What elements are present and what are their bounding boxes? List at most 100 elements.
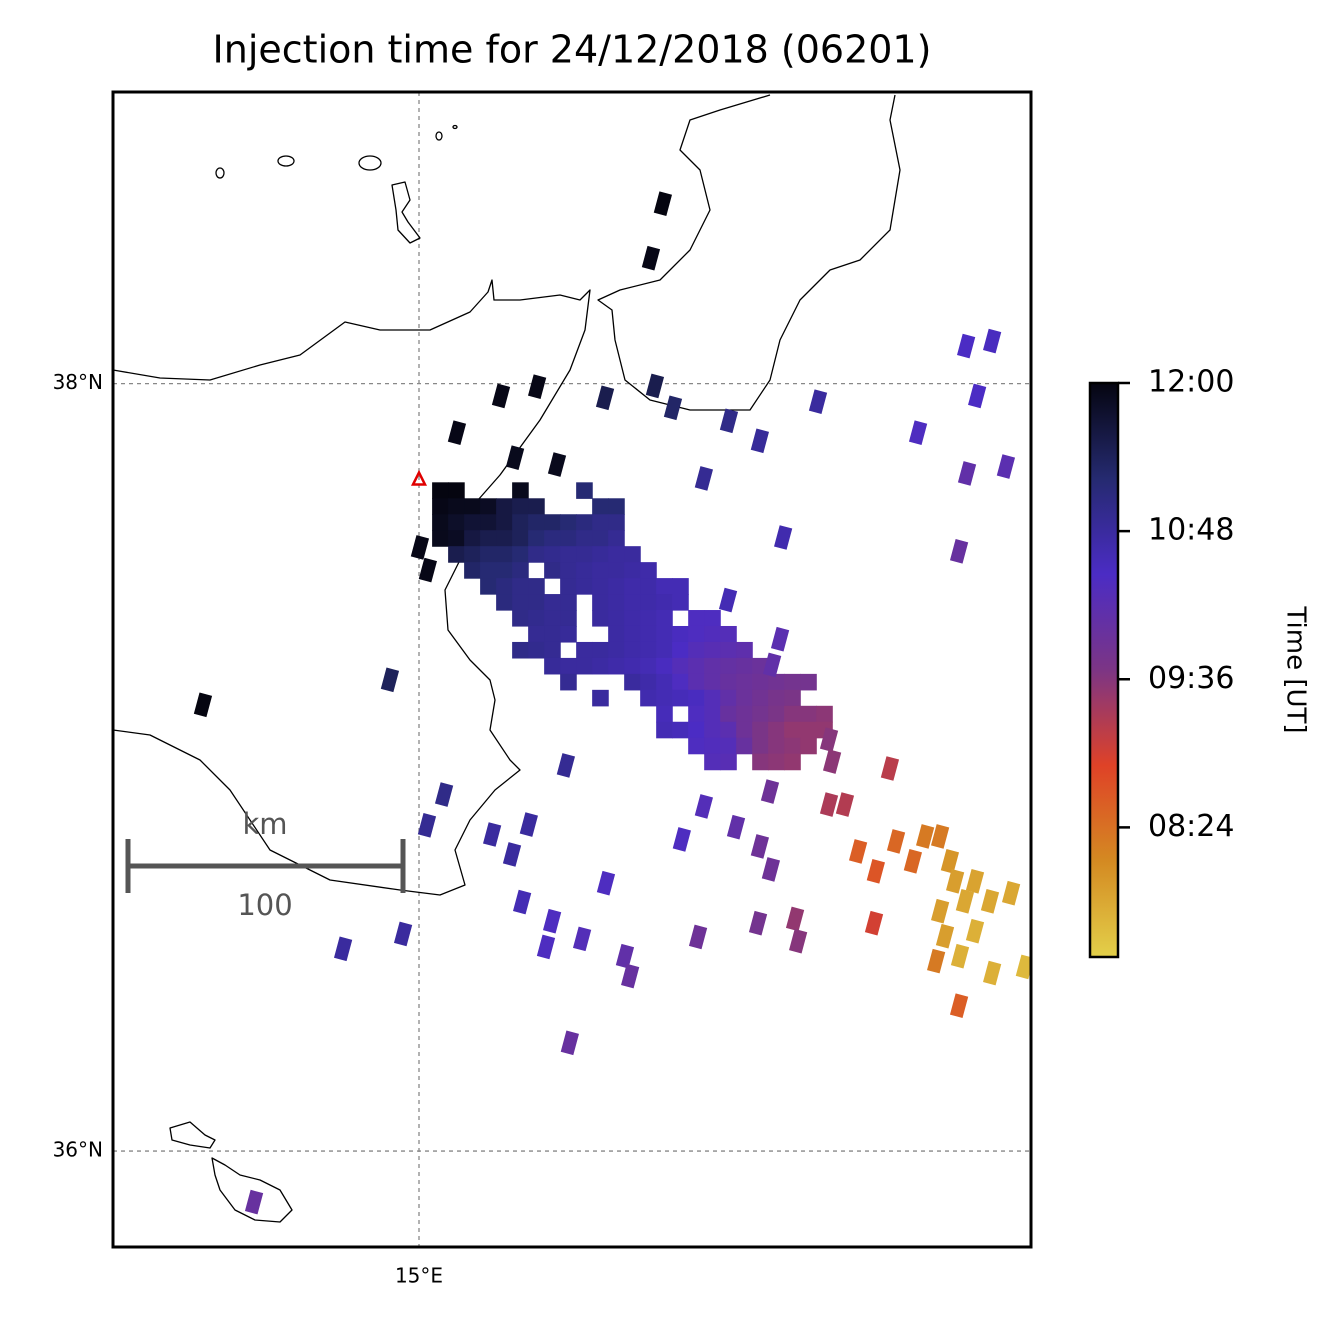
grid-cell xyxy=(544,546,561,563)
grid-cell xyxy=(496,562,513,579)
grid-cell xyxy=(528,578,545,595)
grid-cell xyxy=(480,578,497,595)
cell xyxy=(940,849,960,874)
grid-cell xyxy=(544,530,561,547)
cell xyxy=(718,587,738,613)
grid-cell xyxy=(560,530,577,547)
grid-cell xyxy=(576,530,593,547)
cell xyxy=(866,859,885,884)
cell xyxy=(688,924,708,950)
grid-cell xyxy=(704,673,721,691)
grid-cell xyxy=(784,689,801,707)
grid-cell xyxy=(720,673,737,691)
grid-cell xyxy=(672,657,689,675)
grid-cell xyxy=(688,721,705,739)
grid-cell xyxy=(800,721,817,739)
grid-cell xyxy=(624,546,641,563)
grid-cell xyxy=(688,657,705,675)
grid-cell xyxy=(528,514,545,531)
grid-cell xyxy=(512,530,529,547)
cell-layer xyxy=(193,191,1031,1215)
grid-cell xyxy=(768,689,785,707)
grid-cell xyxy=(784,705,801,723)
cell xyxy=(483,822,502,847)
grid-cell xyxy=(512,562,529,579)
cell xyxy=(244,1189,264,1215)
cell xyxy=(726,814,746,840)
grid-cell xyxy=(608,625,625,643)
grid-cell xyxy=(544,641,561,659)
cell xyxy=(930,898,950,924)
cell xyxy=(694,794,714,819)
grid-cell xyxy=(640,641,657,659)
grid-cell xyxy=(720,753,737,771)
grid-layer xyxy=(113,92,1031,1247)
cell xyxy=(762,652,782,678)
source-marker xyxy=(410,469,428,486)
grid-cell xyxy=(592,578,609,595)
grid-cell xyxy=(592,530,609,547)
cell xyxy=(556,753,576,778)
cell xyxy=(645,373,665,399)
y-tick-label: 38°N xyxy=(53,370,103,394)
grid-cell xyxy=(608,530,625,547)
cell xyxy=(965,869,985,894)
grid-cell xyxy=(656,721,673,739)
grid-cell xyxy=(544,610,561,627)
grid-cell xyxy=(560,578,577,595)
grid-cell xyxy=(480,546,497,563)
grid-cell xyxy=(752,705,769,723)
grid-cell xyxy=(736,721,753,739)
cell xyxy=(694,466,714,491)
cell xyxy=(750,428,770,454)
cell xyxy=(572,926,592,952)
grid-cell xyxy=(736,673,753,691)
island xyxy=(358,155,382,171)
grid-cell xyxy=(592,641,609,659)
cell xyxy=(957,461,977,486)
grid-cell xyxy=(480,498,497,515)
grid-cell xyxy=(640,610,657,627)
grid-cell xyxy=(512,594,529,611)
cell xyxy=(864,910,884,936)
grid-cell xyxy=(768,673,785,691)
grid-cell xyxy=(640,562,657,579)
grid-cell xyxy=(640,625,657,643)
grid-cell xyxy=(704,610,721,627)
grid-cell xyxy=(672,721,689,739)
grid-cell xyxy=(544,657,561,675)
cell xyxy=(983,960,1002,986)
grid-cell xyxy=(784,721,801,739)
grid-cell xyxy=(736,657,753,675)
grid-cell xyxy=(528,625,545,643)
grid-cell xyxy=(592,594,609,611)
grid-cell xyxy=(528,641,545,659)
island xyxy=(215,167,225,179)
cell xyxy=(957,333,976,359)
cell xyxy=(512,889,532,915)
grid-cell xyxy=(624,657,641,675)
cell xyxy=(980,888,1000,914)
cell xyxy=(519,812,538,837)
grid-cell xyxy=(608,514,625,531)
cell xyxy=(547,452,567,477)
cell xyxy=(663,395,683,421)
grid-cell xyxy=(496,498,513,515)
grid-cell xyxy=(560,546,577,563)
grid-cell xyxy=(656,657,673,675)
cell xyxy=(560,1030,579,1056)
cell xyxy=(983,328,1002,354)
grid-cell xyxy=(736,689,753,707)
grid-cell xyxy=(528,498,545,515)
colorbar-label: Time [UT] xyxy=(1281,605,1311,733)
cell xyxy=(502,842,522,867)
y-tick-label: 36°N xyxy=(53,1138,103,1162)
cell xyxy=(880,756,900,781)
coastlines xyxy=(113,94,901,1223)
grid-cell xyxy=(656,673,673,691)
grid-cell xyxy=(624,641,641,659)
cell xyxy=(996,454,1016,479)
cell xyxy=(950,943,970,969)
island xyxy=(169,1121,216,1149)
grid-cell xyxy=(752,753,769,771)
